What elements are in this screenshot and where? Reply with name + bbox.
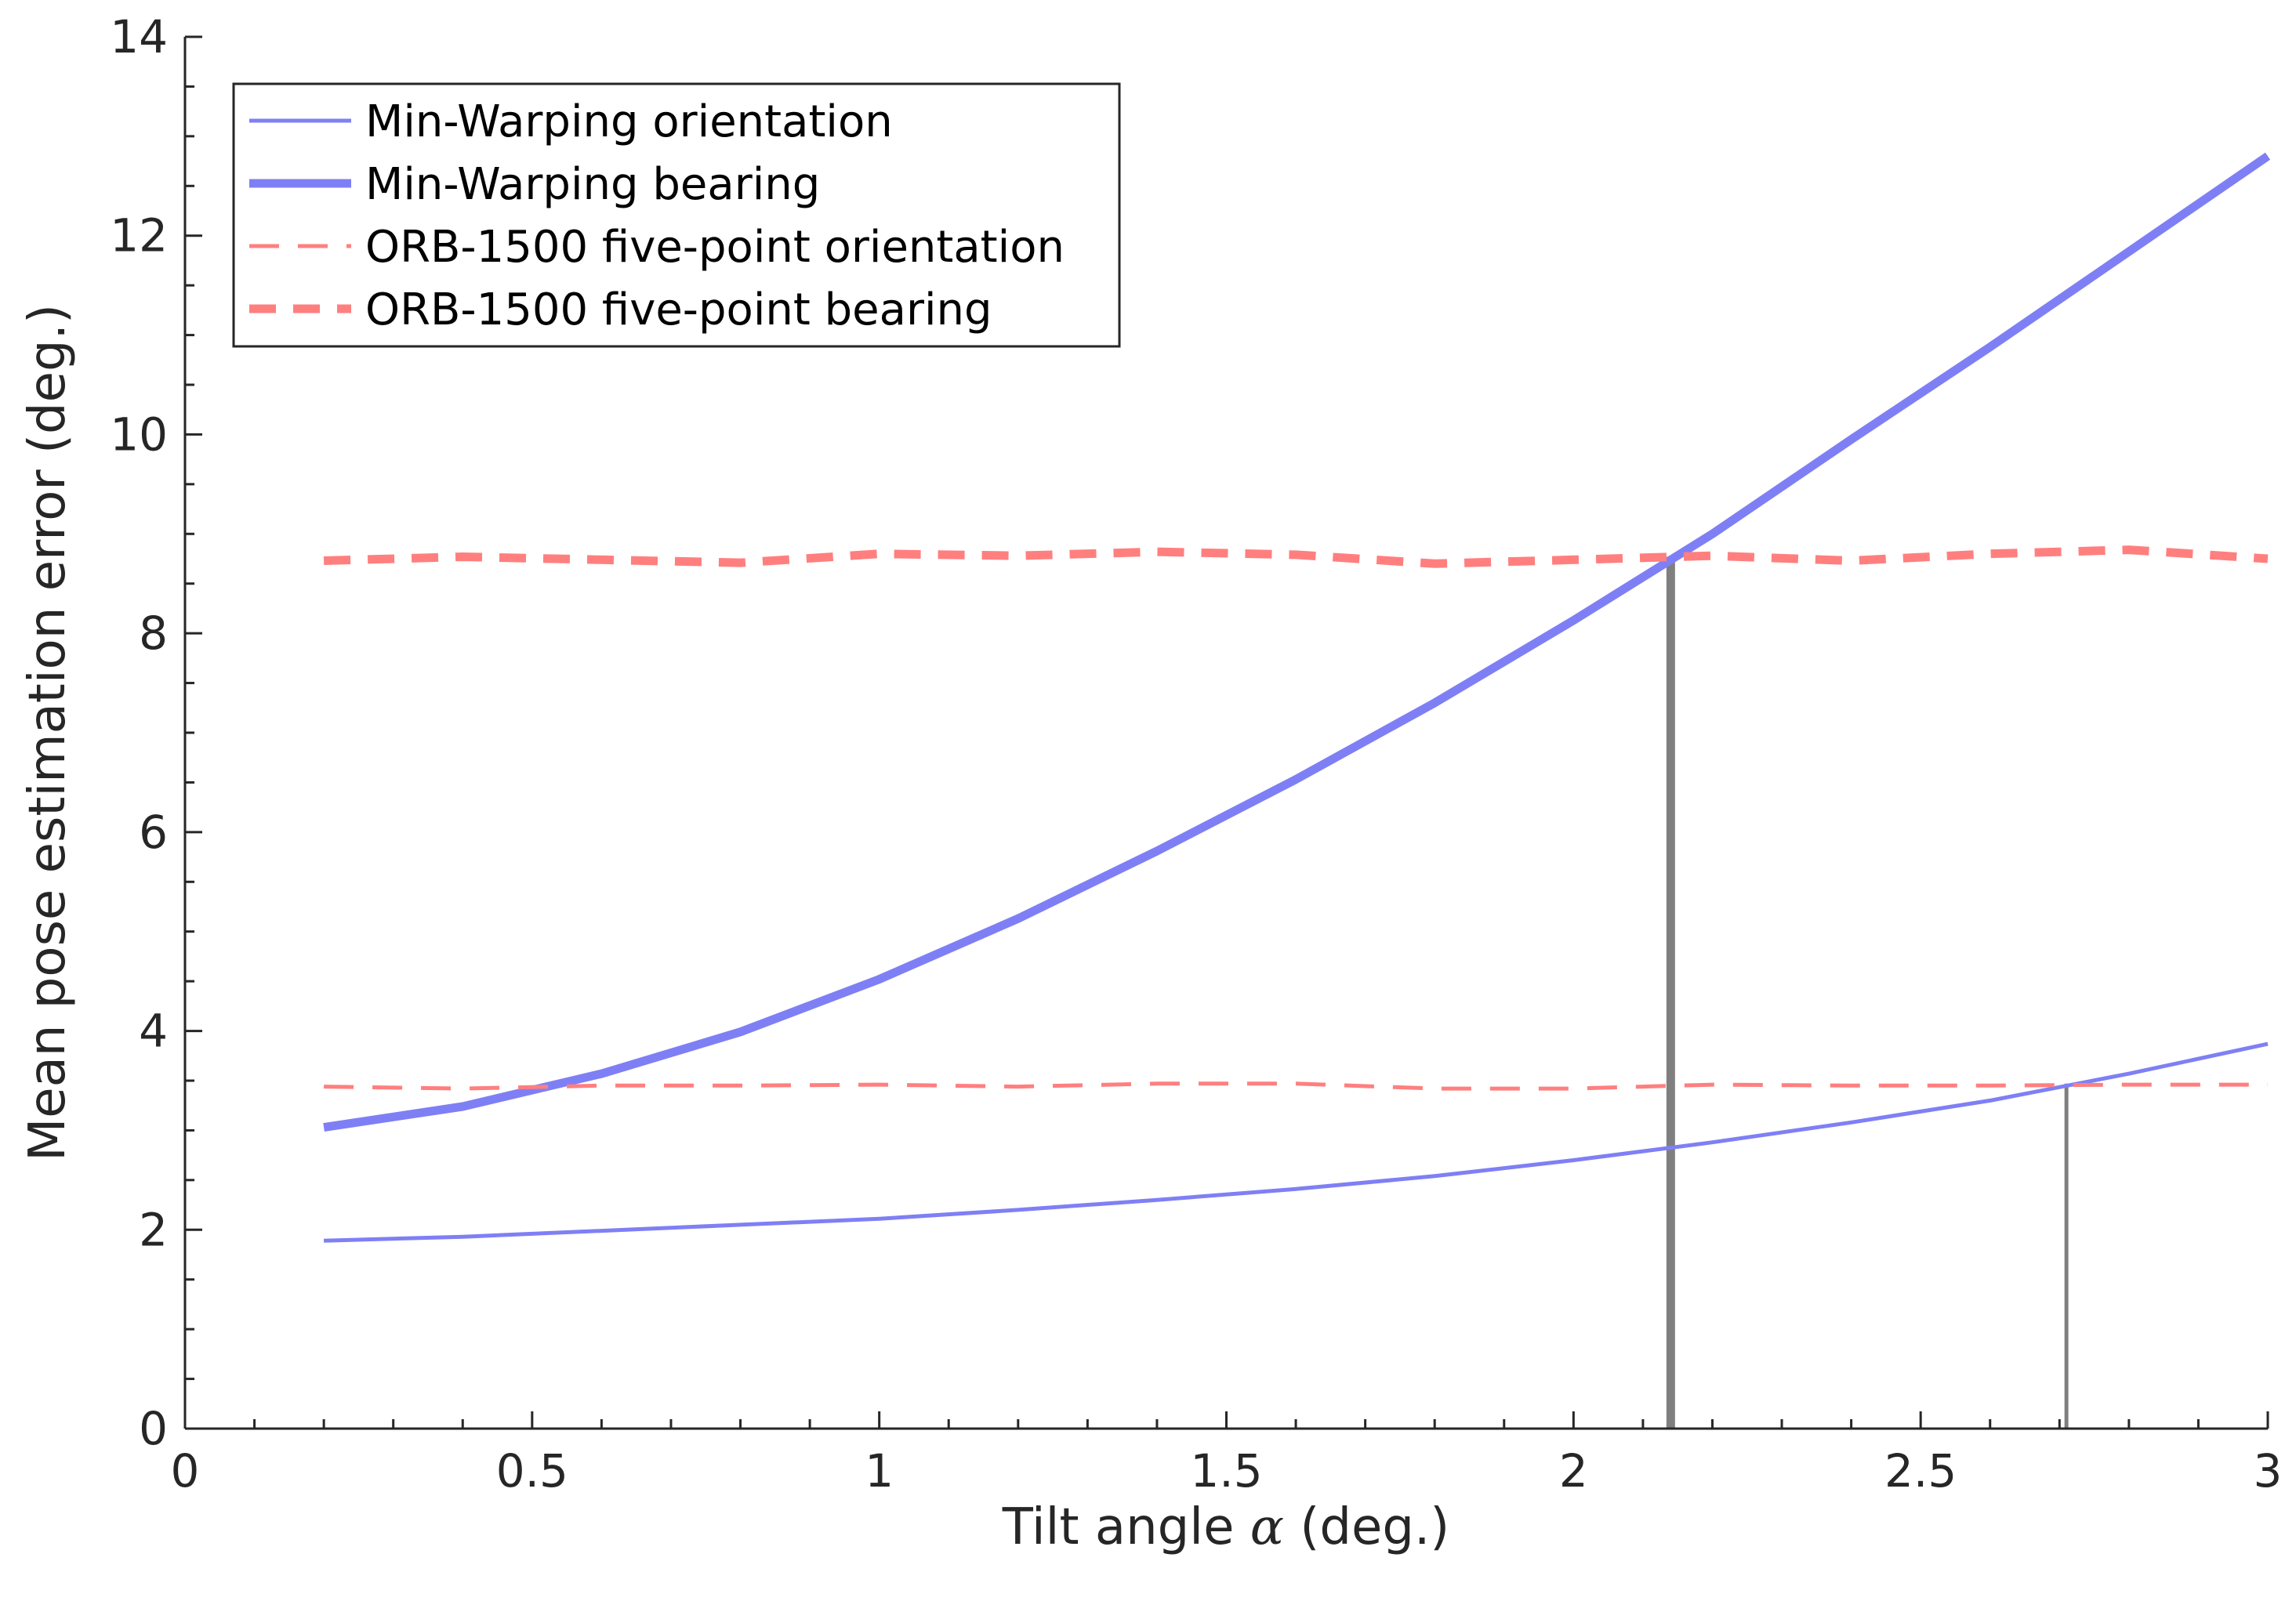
x-axis-label: Tilt angle α (deg.) <box>1002 1498 1450 1556</box>
y-tick-label: 14 <box>110 10 168 63</box>
ticks-layer: 0 0.5 1 1.5 2 2.5 3 0 2 4 6 8 10 12 14 <box>110 10 2282 1498</box>
y-tick-label: 12 <box>110 209 168 263</box>
legend-entries: Min-Warping orientation Min-Warping beari… <box>249 96 1065 335</box>
crossing-marker-layer <box>1666 556 2069 1429</box>
x-tick-label: 1 <box>865 1444 894 1498</box>
y-tick-label: 2 <box>139 1203 168 1256</box>
legend-box <box>232 82 1121 348</box>
x-tick-label: 0.5 <box>496 1444 568 1498</box>
series-line <box>323 152 2271 1132</box>
legend-label: Min-Warping bearing <box>365 159 820 210</box>
x-tick-label: 2 <box>1559 1444 1588 1498</box>
x-tick-label: 3 <box>2254 1444 2283 1498</box>
y-tick-label: 10 <box>110 407 168 461</box>
y-tick-label: 0 <box>139 1402 168 1455</box>
y-tick-label: 8 <box>139 607 168 660</box>
series-line <box>324 1041 2269 1243</box>
legend-label: ORB-1500 five-point orientation <box>365 222 1065 273</box>
legend-label: ORB-1500 five-point bearing <box>365 284 992 335</box>
series-layer <box>323 152 2271 1243</box>
legend: Min-Warping orientation Min-Warping beari… <box>232 82 1121 348</box>
x-tick-label: 0 <box>171 1444 200 1498</box>
x-tick-label: 2.5 <box>1884 1444 1957 1498</box>
y-tick-label: 6 <box>139 806 168 859</box>
y-axis-label: Mean pose estimation error (deg.) <box>19 304 77 1161</box>
series-line <box>324 1081 2268 1091</box>
x-tick-label: 1.5 <box>1190 1444 1262 1498</box>
series-line <box>323 545 2269 568</box>
y-tick-label: 4 <box>139 1005 168 1058</box>
legend-label: Min-Warping orientation <box>365 96 893 147</box>
